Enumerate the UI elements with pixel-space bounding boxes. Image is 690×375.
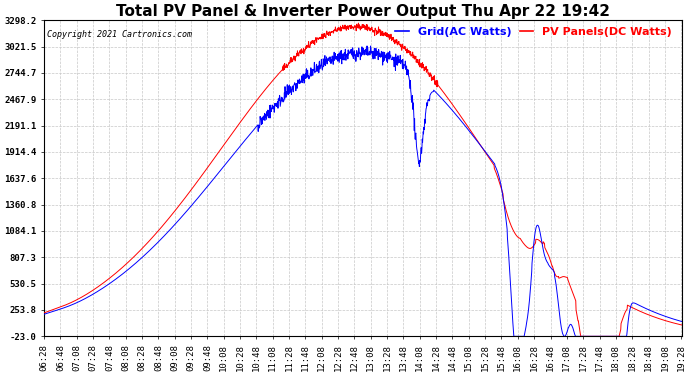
Text: Copyright 2021 Cartronics.com: Copyright 2021 Cartronics.com — [47, 30, 193, 39]
Title: Total PV Panel & Inverter Power Output Thu Apr 22 19:42: Total PV Panel & Inverter Power Output T… — [116, 4, 610, 19]
Legend: Grid(AC Watts), PV Panels(DC Watts): Grid(AC Watts), PV Panels(DC Watts) — [391, 23, 676, 42]
